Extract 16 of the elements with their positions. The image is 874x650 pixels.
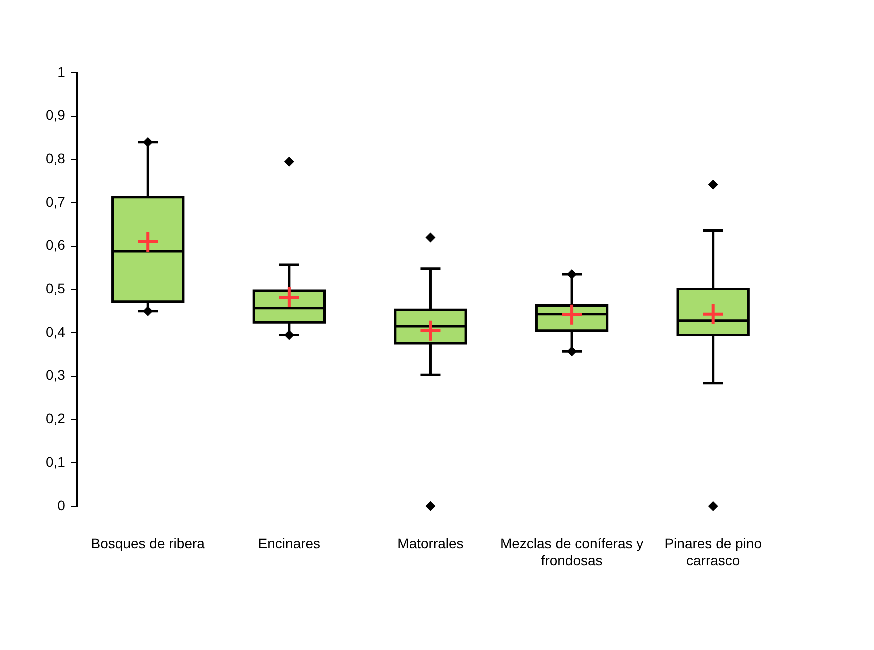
x-tick-label: Bosques de ribera xyxy=(91,536,206,552)
y-tick-label: 0,7 xyxy=(46,194,66,210)
y-tick-label: 0,6 xyxy=(46,237,66,254)
x-tick-label: Pinares de pino carrasco xyxy=(664,536,762,568)
y-tick-label: 0,1 xyxy=(46,454,66,470)
y-tick-label: 0,4 xyxy=(46,324,66,340)
y-tick-label: 0 xyxy=(58,497,66,514)
y-tick-label: 0,9 xyxy=(46,107,66,124)
y-tick-label: 1 xyxy=(58,64,66,80)
x-tick-label: Encinares xyxy=(258,536,321,552)
x-tick-label: Mezclas de coníferas y frondosas xyxy=(500,536,644,568)
y-tick-label: 0,2 xyxy=(46,410,66,427)
y-tick-label: 0,8 xyxy=(46,150,66,167)
x-tick-label: Matorrales xyxy=(398,536,464,552)
y-tick-label: 0,3 xyxy=(46,367,66,384)
y-tick-label: 0,5 xyxy=(46,280,66,297)
